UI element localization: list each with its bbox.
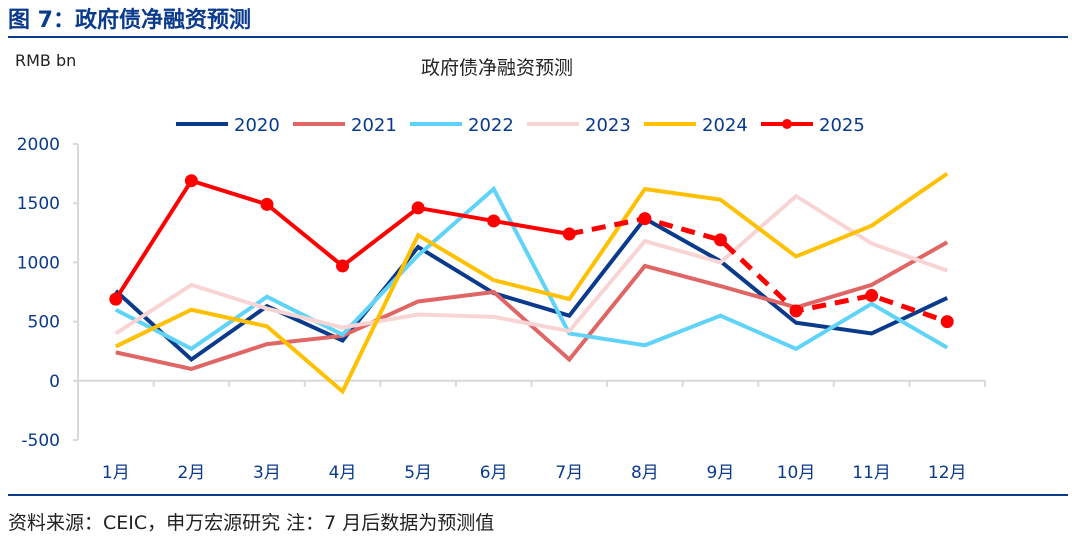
x-tick-label: 3月 — [253, 463, 281, 483]
series-line — [114, 216, 949, 363]
data-point — [260, 197, 274, 211]
x-tick-label: 9月 — [707, 463, 735, 483]
data-point — [789, 304, 803, 318]
series-2020 — [114, 216, 949, 363]
source-rule — [8, 494, 1068, 496]
data-point — [411, 201, 425, 215]
legend-label: 2021 — [351, 115, 397, 136]
data-point — [865, 289, 879, 303]
data-point — [713, 233, 727, 247]
source-note: 资料来源：CEIC，申万宏源研究 注：7 月后数据为预测值 — [8, 512, 495, 534]
data-point — [638, 212, 652, 226]
y-axis-label: RMB bn — [15, 51, 76, 70]
x-tick-label: 11月 — [852, 463, 891, 483]
y-tick-label: -500 — [21, 431, 60, 451]
legend-item-2020: 2020 — [176, 115, 280, 136]
data-point — [562, 227, 576, 241]
x-tick-label: 8月 — [631, 463, 659, 483]
series-2023 — [114, 193, 948, 336]
data-point — [940, 315, 954, 329]
legend-marker — [782, 119, 792, 129]
data-point — [487, 214, 501, 228]
chart-title: 政府债净融资预测 — [421, 57, 573, 79]
data-point — [109, 292, 123, 306]
x-tick-label: 12月 — [928, 463, 967, 483]
x-tick-label: 5月 — [404, 463, 432, 483]
x-tick-label: 4月 — [329, 463, 357, 483]
legend-item-2023: 2023 — [527, 115, 631, 136]
legend-item-2025: 2025 — [761, 115, 865, 136]
x-tick-label: 10月 — [777, 463, 816, 483]
x-tick-label: 1月 — [102, 463, 130, 483]
data-point — [184, 174, 198, 188]
legend-label: 2024 — [702, 115, 748, 136]
legend-item-2021: 2021 — [293, 115, 397, 136]
series-2025 — [109, 174, 954, 329]
x-tick-label: 2月 — [177, 463, 205, 483]
data-point — [336, 259, 350, 273]
legend-label: 2023 — [585, 115, 631, 136]
series-line-forecast — [568, 216, 949, 324]
y-tick-label: 1000 — [17, 253, 60, 273]
x-tick-label: 6月 — [480, 463, 508, 483]
legend-item-2024: 2024 — [644, 115, 748, 136]
series-line — [114, 193, 948, 336]
legend-label: 2020 — [234, 115, 280, 136]
y-tick-label: 0 — [49, 372, 60, 392]
series-line — [114, 171, 949, 395]
legend-label: 2022 — [468, 115, 514, 136]
title-rule — [8, 36, 1068, 38]
y-tick-label: 1500 — [17, 194, 60, 214]
figure-title: 图 7：政府债净融资预测 — [8, 8, 251, 33]
legend-label: 2025 — [819, 115, 865, 136]
x-tick-label: 7月 — [555, 463, 583, 483]
legend-item-2022: 2022 — [410, 115, 514, 136]
y-tick-label: 2000 — [17, 135, 60, 155]
y-tick-label: 500 — [28, 313, 60, 333]
series-2024 — [114, 171, 949, 395]
